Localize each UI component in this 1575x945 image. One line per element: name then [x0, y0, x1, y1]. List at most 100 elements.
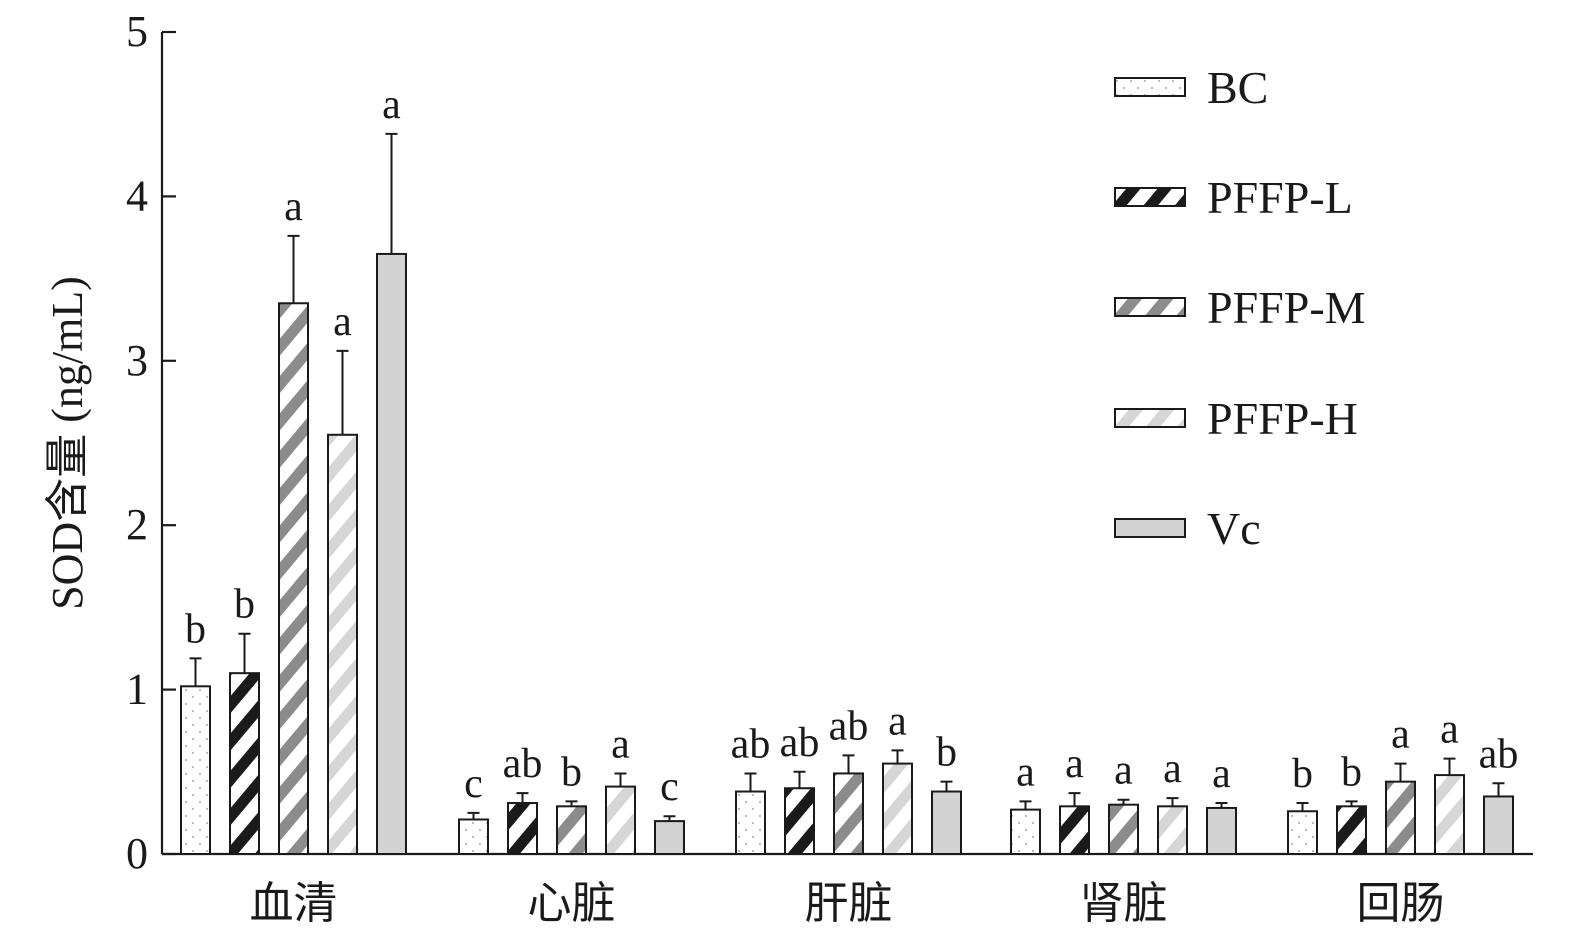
- error-bar-2-0: [744, 772, 757, 792]
- sig-label-3-2: a: [1114, 748, 1133, 794]
- error-bar-0-1: [238, 632, 251, 674]
- sig-label-4-3: a: [1440, 707, 1459, 753]
- error-bar-1-2: [565, 800, 578, 807]
- bar-group-1-1: ab: [503, 741, 543, 856]
- y-tick-label-0: 0: [126, 829, 148, 878]
- error-bar-1-4: [663, 815, 676, 822]
- bar-3-0: [1010, 808, 1041, 855]
- bar-group-1-3: a: [605, 721, 636, 856]
- bar-3-1: [1059, 805, 1090, 855]
- y-tick-label-3: 3: [126, 336, 148, 385]
- legend-label-3: PFFP-H: [1207, 393, 1358, 444]
- bar-1-1: [507, 802, 538, 856]
- y-axis-label: SOD含量 (ng/mL): [43, 276, 92, 610]
- bar-group-3-3: a: [1157, 746, 1188, 855]
- bar-group-4-2: a: [1385, 712, 1416, 855]
- category-label-4: 回肠: [1357, 878, 1445, 929]
- sig-label-3-0: a: [1016, 749, 1035, 795]
- error-bar-4-2: [1394, 762, 1407, 782]
- error-bar-3-1: [1068, 792, 1081, 807]
- category-label-0: 血清: [250, 878, 338, 929]
- error-bar-1-0: [467, 811, 480, 820]
- bar-group-2-3: a: [882, 698, 913, 856]
- bar-4-4: [1483, 795, 1514, 856]
- bar-group-3-4: a: [1206, 751, 1237, 856]
- bar-group-3-0: a: [1010, 749, 1041, 855]
- error-bar-3-4: [1215, 802, 1228, 808]
- sig-label-3-3: a: [1163, 746, 1182, 792]
- legend: BC PFFP-L PFFP-M PFFP-H Vc: [1114, 62, 1366, 554]
- sig-label-4-2: a: [1391, 712, 1410, 758]
- sig-label-0-4: a: [382, 82, 401, 128]
- bar-group-0-0: b: [180, 606, 211, 856]
- legend-label-1: PFFP-L: [1207, 172, 1353, 223]
- error-bar-4-0: [1296, 802, 1309, 812]
- sig-label-1-1: ab: [503, 741, 543, 787]
- bar-3-3: [1157, 805, 1188, 855]
- bar-group-1-2: b: [556, 749, 587, 855]
- error-bar-0-0: [189, 657, 202, 687]
- bar-0-2: [278, 302, 309, 855]
- sig-label-2-4: b: [936, 730, 957, 776]
- bar-1-2: [556, 805, 587, 855]
- bar-2-4: [931, 790, 962, 856]
- bar-group-1-0: c: [458, 761, 489, 856]
- bar-group-3-1: a: [1059, 741, 1090, 855]
- bar-group-2-1: ab: [780, 720, 819, 855]
- category-label-1: 心脏: [528, 878, 616, 929]
- bar-1-3: [605, 785, 636, 856]
- y-axis-title: SOD含量 (ng/mL): [43, 276, 92, 610]
- error-bar-4-4: [1492, 782, 1505, 797]
- error-bar-3-3: [1166, 797, 1179, 807]
- error-bar-0-3: [336, 349, 349, 435]
- bar-2-1: [784, 787, 815, 855]
- bar-group-0-1: b: [229, 582, 260, 855]
- bar-group-1-4: c: [654, 764, 685, 855]
- sig-label-3-1: a: [1065, 741, 1084, 787]
- bar-1-4: [654, 820, 685, 855]
- sig-label-2-3: a: [888, 698, 907, 744]
- bar-group-2-0: ab: [731, 721, 771, 856]
- sig-label-1-2: b: [561, 749, 582, 795]
- error-bar-1-3: [614, 772, 627, 787]
- sig-label-4-1: b: [1341, 749, 1362, 795]
- bar-4-2: [1385, 780, 1416, 855]
- error-bar-0-2: [287, 234, 300, 304]
- sig-label-2-2: ab: [829, 703, 869, 749]
- error-bar-1-1: [516, 792, 529, 804]
- sig-label-1-3: a: [611, 721, 630, 767]
- error-bar-0-4: [385, 132, 398, 254]
- bar-0-1: [229, 672, 260, 855]
- bar-2-2: [833, 772, 864, 855]
- bar-group-4-3: a: [1434, 707, 1465, 856]
- bar-1-0: [458, 818, 489, 856]
- bar-4-1: [1336, 805, 1367, 855]
- sig-label-0-3: a: [333, 299, 352, 345]
- bar-2-3: [882, 762, 913, 856]
- category-label-2: 肝脏: [805, 878, 893, 929]
- error-bar-4-3: [1443, 757, 1456, 776]
- bar-4-3: [1434, 774, 1465, 856]
- error-bar-2-3: [891, 749, 904, 764]
- y-tick-label-4: 4: [126, 171, 148, 220]
- error-bar-2-2: [842, 754, 855, 774]
- category-label-3: 肾脏: [1080, 878, 1168, 929]
- error-bar-2-4: [940, 780, 953, 792]
- sig-label-1-0: c: [464, 761, 483, 807]
- error-bar-3-2: [1117, 798, 1130, 805]
- bar-group-4-1: b: [1336, 749, 1367, 855]
- bar-group-2-4: b: [931, 730, 962, 856]
- bar-4-0: [1287, 810, 1318, 855]
- legend-swatch-1: [1114, 187, 1186, 207]
- legend-label-2: PFFP-M: [1207, 282, 1366, 333]
- bar-group-0-3: a: [327, 299, 358, 855]
- legend-item-2: PFFP-M: [1114, 282, 1366, 333]
- bar-group-0-2: a: [278, 184, 309, 855]
- sig-label-2-0: ab: [731, 721, 771, 767]
- bar-3-2: [1108, 803, 1139, 855]
- sig-label-4-4: ab: [1479, 731, 1519, 777]
- sig-label-1-4: c: [660, 764, 679, 810]
- legend-label-4: Vc: [1207, 503, 1261, 554]
